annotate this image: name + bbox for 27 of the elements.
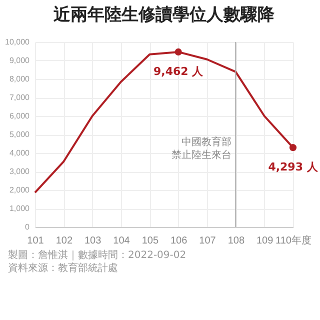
data-label: 9,462 人 [154,64,204,78]
y-tick-label: 2,000 [9,186,30,194]
y-tick-label: 5,000 [9,130,30,139]
y-tick-label: 4,000 [9,148,30,158]
data-label: 4,293 人 [268,160,319,174]
y-tick-label: 1,000 [9,204,30,213]
x-tick-label: 105 [142,236,159,246]
x-tick-label: 101 [27,236,44,246]
x-tick-label: 103 [84,236,102,246]
y-tick-label: 10,000 [5,38,30,46]
text: 製圖：詹惟淇｜數據時間：2022-09-02 [8,249,188,262]
source-note: 資料來源：教育部統計處 [8,262,119,275]
x-tick-label: 104 [113,236,130,246]
y-tick-label: 3,000 [9,167,30,176]
y-tick-label: 6,000 [9,112,30,120]
x-tick-label: 107 [199,236,216,246]
y-tick-label: 0 [25,222,30,232]
chart-title: 近兩年陸生修讀學位人數驟降 [52,5,276,25]
y-tick-label: 8,000 [9,74,30,84]
x-tick-label: 108 [228,236,245,246]
y-tick-label: 9,000 [9,56,30,65]
x-tick-label: 109 [256,236,274,246]
x-tick-label: 110年度 [276,234,312,246]
x-tick-label: 102 [56,236,73,246]
y-tick-label: 7,000 [9,93,30,102]
ref-line-label: 中國教育部禁止陸生來台 [172,136,232,161]
x-tick-label: 106 [170,236,188,246]
